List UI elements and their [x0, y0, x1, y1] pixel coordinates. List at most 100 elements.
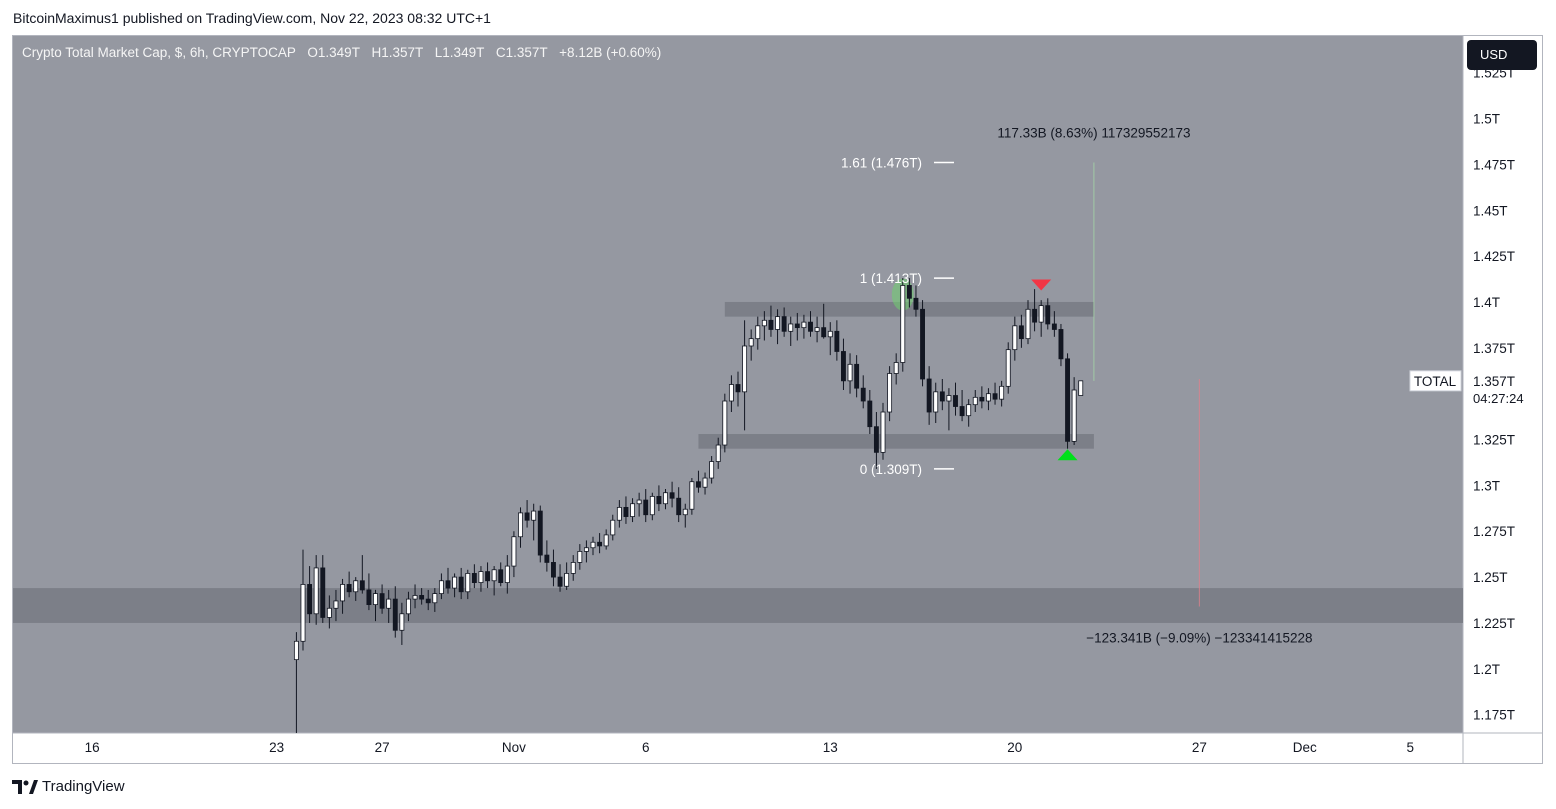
candle	[906, 278, 912, 308]
candle-body	[669, 492, 675, 499]
candle	[794, 312, 800, 341]
candle-body	[794, 323, 800, 329]
candle-body	[537, 510, 543, 556]
candle	[715, 437, 721, 469]
down-arrow-icon	[1031, 279, 1052, 291]
candle	[893, 353, 899, 385]
candle	[722, 393, 728, 453]
candle-body	[735, 384, 741, 393]
x-axis-labels: 16 23 27 Nov 6 13 20 27 Dec 5	[85, 740, 1414, 755]
x-tick-label: 20	[1007, 740, 1022, 755]
candle-body	[471, 573, 477, 583]
candle-body	[814, 327, 820, 332]
candle	[485, 562, 490, 589]
candle	[432, 588, 438, 612]
legend-open-value: 1.349T	[317, 45, 360, 60]
y-tick-label: 1.3T	[1473, 478, 1500, 493]
candle	[320, 555, 326, 623]
legend-high-label: H	[371, 45, 382, 60]
candle	[1065, 353, 1070, 449]
candle-body	[353, 580, 359, 593]
candle	[926, 366, 932, 425]
candle-body	[755, 325, 761, 340]
candle	[603, 529, 609, 550]
symbol-tag-label: TOTAL	[1414, 374, 1457, 389]
candle	[649, 492, 655, 521]
last-price-tag	[1465, 370, 1535, 409]
tradingview-logo-icon	[12, 779, 38, 794]
candles-layer	[293, 278, 1084, 733]
candle-body	[518, 512, 523, 538]
candle-body	[504, 565, 510, 583]
candle-body	[1025, 308, 1031, 340]
candle	[616, 500, 622, 528]
candle	[992, 382, 998, 405]
candle-body	[373, 593, 378, 606]
candle	[702, 472, 708, 495]
candle-body	[696, 481, 701, 488]
candle-body	[854, 363, 860, 389]
time-scale[interactable]	[13, 733, 1542, 763]
candle-body	[1012, 325, 1018, 351]
candle	[696, 470, 701, 493]
legend-change: +8.12B (+0.60%)	[559, 45, 662, 60]
candle	[986, 388, 991, 411]
candle	[933, 382, 939, 424]
candle-body	[893, 362, 899, 374]
legend-close-value: 1.357T	[505, 45, 548, 60]
candle-body	[788, 323, 794, 332]
y-tick-label: 1.2T	[1473, 662, 1500, 677]
candle-body	[478, 571, 484, 583]
candle	[458, 567, 464, 600]
chart-canvas[interactable]: 117.33B (8.63%) 117329552173 −123.341B (−…	[13, 36, 1542, 763]
candle	[999, 380, 1005, 407]
candle-body	[656, 495, 662, 505]
candle	[504, 555, 510, 594]
candle	[293, 632, 299, 733]
candle-body	[867, 400, 873, 428]
candle-body	[992, 393, 998, 400]
candle-body	[986, 393, 991, 402]
candle-body	[432, 593, 438, 604]
marker-layer	[1031, 279, 1078, 461]
candle	[1025, 300, 1031, 345]
candle-body	[808, 321, 813, 332]
candle-body	[946, 395, 952, 402]
candle	[1078, 380, 1084, 396]
y-tick-label: 1.45T	[1473, 203, 1508, 218]
candle-body	[999, 385, 1005, 400]
candle	[959, 390, 965, 422]
candle	[1012, 316, 1018, 361]
candle-body	[742, 345, 748, 393]
candle	[1071, 377, 1077, 446]
candle	[590, 536, 596, 556]
candle-body	[913, 297, 919, 310]
candle-body	[781, 316, 787, 332]
currency-button[interactable]: USD	[1467, 40, 1537, 70]
candle-body	[333, 600, 339, 609]
candle-body	[649, 495, 655, 516]
candle-body	[340, 584, 345, 602]
footer-brand-label: TradingView	[42, 778, 125, 795]
y-tick-label: 1.4T	[1473, 295, 1500, 310]
candle	[788, 316, 794, 346]
candle-body	[860, 387, 866, 402]
candle	[1018, 314, 1024, 348]
candle-body	[616, 506, 622, 521]
candle	[768, 305, 774, 337]
measurement-layer: 117.33B (8.63%) 117329552173 −123.341B (−…	[891, 126, 1313, 645]
candle-body	[511, 536, 517, 567]
candle-body	[445, 580, 451, 589]
candle	[524, 500, 530, 528]
candle	[656, 485, 662, 512]
candle-body	[524, 512, 530, 521]
candle-body	[722, 400, 728, 446]
candle	[465, 569, 471, 600]
candle-body	[551, 562, 556, 578]
candle-body	[412, 595, 418, 600]
candle	[518, 507, 523, 548]
candle-body	[564, 573, 570, 587]
candle-body	[880, 411, 886, 453]
candle	[827, 322, 833, 356]
symbol-tag	[1409, 370, 1462, 392]
